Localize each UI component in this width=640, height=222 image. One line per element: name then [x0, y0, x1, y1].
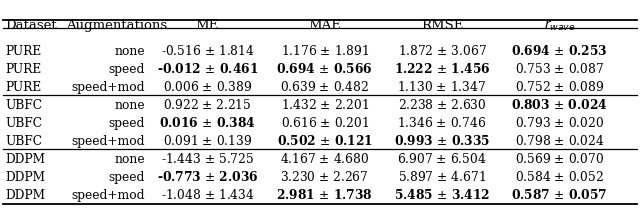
Text: 1.346 $\pm$ 0.746: 1.346 $\pm$ 0.746	[397, 116, 487, 130]
Text: 1.872 $\pm$ 3.067: 1.872 $\pm$ 3.067	[397, 44, 486, 58]
Text: none: none	[115, 99, 145, 112]
Text: RMSE: RMSE	[421, 19, 463, 32]
Text: 1.176 $\pm$ 1.891: 1.176 $\pm$ 1.891	[281, 44, 369, 58]
Text: 0.753 $\pm$ 0.087: 0.753 $\pm$ 0.087	[515, 62, 604, 76]
Text: 4.167 $\pm$ 4.680: 4.167 $\pm$ 4.680	[280, 152, 369, 166]
Text: Dataset: Dataset	[5, 19, 57, 32]
Text: speed: speed	[109, 171, 145, 184]
Text: DDPM: DDPM	[5, 189, 45, 202]
Text: speed+mod: speed+mod	[72, 135, 145, 148]
Text: MAE: MAE	[308, 19, 341, 32]
Text: speed: speed	[109, 63, 145, 76]
Text: 0.752 $\pm$ 0.089: 0.752 $\pm$ 0.089	[515, 80, 604, 94]
Text: ME: ME	[196, 19, 219, 32]
Text: 1.130 $\pm$ 1.347: 1.130 $\pm$ 1.347	[397, 80, 487, 94]
Text: 0.091 $\pm$ 0.139: 0.091 $\pm$ 0.139	[163, 134, 252, 148]
Text: -0.012 $\pm$ 0.461: -0.012 $\pm$ 0.461	[157, 62, 258, 76]
Text: Augmentations: Augmentations	[65, 19, 166, 32]
Text: 0.569 $\pm$ 0.070: 0.569 $\pm$ 0.070	[515, 152, 604, 166]
Text: PURE: PURE	[5, 45, 42, 58]
Text: 0.694 $\pm$ 0.566: 0.694 $\pm$ 0.566	[276, 62, 373, 76]
Text: 0.006 $\pm$ 0.389: 0.006 $\pm$ 0.389	[163, 80, 252, 94]
Text: DDPM: DDPM	[5, 153, 45, 166]
Text: UBFC: UBFC	[5, 135, 42, 148]
Text: 0.798 $\pm$ 0.024: 0.798 $\pm$ 0.024	[515, 134, 604, 148]
Text: 0.793 $\pm$ 0.020: 0.793 $\pm$ 0.020	[515, 116, 604, 130]
Text: 0.016 $\pm$ 0.384: 0.016 $\pm$ 0.384	[159, 116, 256, 130]
Text: 2.238 $\pm$ 2.630: 2.238 $\pm$ 2.630	[398, 98, 486, 112]
Text: 1.222 $\pm$ 1.456: 1.222 $\pm$ 1.456	[394, 62, 490, 76]
Text: 0.993 $\pm$ 0.335: 0.993 $\pm$ 0.335	[394, 134, 490, 148]
Text: none: none	[115, 45, 145, 58]
Text: speed+mod: speed+mod	[72, 189, 145, 202]
Text: 0.922 $\pm$ 2.215: 0.922 $\pm$ 2.215	[163, 98, 252, 112]
Text: speed+mod: speed+mod	[72, 81, 145, 94]
Text: PURE: PURE	[5, 63, 42, 76]
Text: 0.803 $\pm$ 0.024: 0.803 $\pm$ 0.024	[511, 98, 608, 112]
Text: speed: speed	[109, 117, 145, 130]
Text: 0.616 $\pm$ 0.201: 0.616 $\pm$ 0.201	[281, 116, 369, 130]
Text: 5.485 $\pm$ 3.412: 5.485 $\pm$ 3.412	[394, 188, 490, 202]
Text: 1.432 $\pm$ 2.201: 1.432 $\pm$ 2.201	[281, 98, 369, 112]
Text: -0.773 $\pm$ 2.036: -0.773 $\pm$ 2.036	[157, 170, 258, 184]
Text: 6.907 $\pm$ 6.504: 6.907 $\pm$ 6.504	[397, 152, 487, 166]
Text: PURE: PURE	[5, 81, 42, 94]
Text: $r_{wave}$: $r_{wave}$	[544, 18, 575, 33]
Text: 5.897 $\pm$ 4.671: 5.897 $\pm$ 4.671	[398, 170, 486, 184]
Text: -0.516 $\pm$ 1.814: -0.516 $\pm$ 1.814	[161, 44, 254, 58]
Text: -1.048 $\pm$ 1.434: -1.048 $\pm$ 1.434	[161, 188, 254, 202]
Text: 0.502 $\pm$ 0.121: 0.502 $\pm$ 0.121	[276, 134, 373, 148]
Text: UBFC: UBFC	[5, 99, 42, 112]
Text: 0.639 $\pm$ 0.482: 0.639 $\pm$ 0.482	[280, 80, 369, 94]
Text: none: none	[115, 153, 145, 166]
Text: -1.443 $\pm$ 5.725: -1.443 $\pm$ 5.725	[161, 152, 254, 166]
Text: 0.584 $\pm$ 0.052: 0.584 $\pm$ 0.052	[515, 170, 604, 184]
Text: 0.587 $\pm$ 0.057: 0.587 $\pm$ 0.057	[511, 188, 607, 202]
Text: 0.694 $\pm$ 0.253: 0.694 $\pm$ 0.253	[511, 44, 608, 58]
Text: 2.981 $\pm$ 1.738: 2.981 $\pm$ 1.738	[276, 188, 373, 202]
Text: 3.230 $\pm$ 2.267: 3.230 $\pm$ 2.267	[280, 170, 369, 184]
Text: DDPM: DDPM	[5, 171, 45, 184]
Text: UBFC: UBFC	[5, 117, 42, 130]
